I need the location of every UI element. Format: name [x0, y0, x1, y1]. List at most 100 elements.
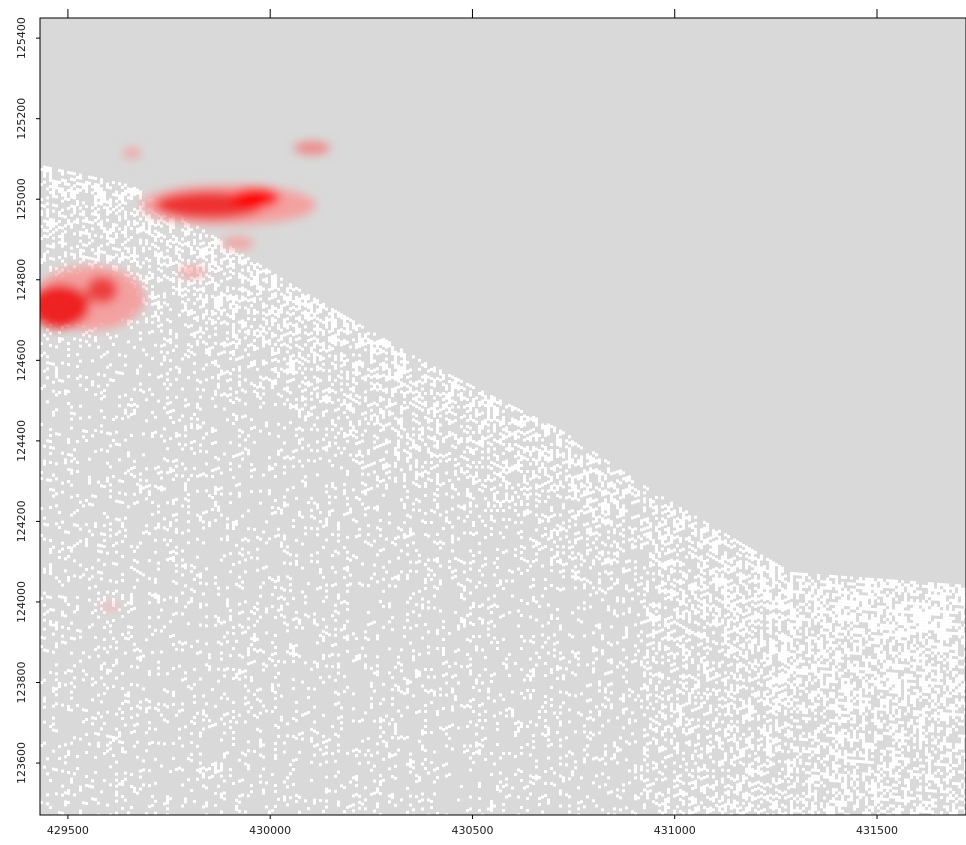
- raster-cell: [223, 791, 226, 794]
- raster-cell: [277, 660, 280, 663]
- raster-cell: [94, 261, 97, 264]
- raster-cell: [55, 492, 58, 495]
- raster-cell: [223, 731, 226, 734]
- raster-cell: [280, 719, 283, 722]
- raster-cell: [346, 473, 349, 476]
- raster-cell: [115, 713, 118, 716]
- raster-cell: [310, 392, 313, 395]
- raster-cell: [160, 330, 163, 333]
- raster-cell: [211, 469, 214, 472]
- raster-cell: [463, 430, 466, 433]
- raster-cell: [493, 520, 496, 523]
- raster-cell: [70, 742, 73, 745]
- raster-cell: [178, 767, 181, 770]
- raster-cell: [55, 432, 58, 435]
- raster-cell: [157, 523, 160, 526]
- raster-cell: [496, 785, 499, 788]
- raster-cell: [190, 753, 193, 756]
- raster-cell: [130, 785, 133, 788]
- raster-cell: [382, 479, 385, 482]
- raster-cell: [178, 368, 181, 371]
- raster-cell: [169, 401, 172, 404]
- raster-cell: [172, 421, 175, 424]
- raster-cell: [292, 678, 295, 681]
- raster-cell: [448, 380, 451, 383]
- raster-cell: [169, 635, 172, 638]
- raster-cell: [379, 444, 382, 447]
- raster-cell: [271, 353, 274, 356]
- raster-cell: [421, 388, 424, 391]
- raster-cell: [430, 407, 433, 410]
- raster-cell: [490, 803, 493, 806]
- raster-cell: [286, 362, 289, 365]
- raster-cell: [280, 329, 283, 332]
- raster-cell: [265, 541, 268, 544]
- raster-cell: [244, 630, 247, 633]
- raster-cell: [46, 772, 49, 775]
- raster-cell: [244, 720, 247, 723]
- raster-cell: [424, 578, 427, 581]
- raster-cell: [109, 579, 112, 582]
- raster-cell: [103, 395, 106, 398]
- raster-cell: [154, 251, 157, 254]
- raster-cell: [235, 397, 238, 400]
- raster-cell: [409, 561, 412, 564]
- raster-cell: [232, 647, 235, 650]
- raster-cell: [271, 659, 274, 662]
- raster-cell: [220, 652, 223, 655]
- raster-cell: [358, 657, 361, 660]
- raster-cell: [49, 806, 52, 809]
- raster-cell: [400, 714, 403, 717]
- raster-cell: [190, 333, 193, 336]
- raster-cell: [343, 339, 346, 342]
- raster-cell: [148, 727, 151, 730]
- raster-cell: [343, 393, 346, 396]
- raster-cell: [388, 371, 391, 374]
- raster-cell: [487, 418, 490, 421]
- raster-cell: [151, 276, 154, 279]
- raster-cell: [445, 745, 448, 748]
- raster-cell: [124, 409, 127, 412]
- raster-cell: [412, 508, 415, 511]
- raster-cell: [469, 700, 472, 703]
- raster-cell: [217, 269, 220, 272]
- raster-cell: [403, 476, 406, 479]
- raster-cell: [235, 334, 238, 337]
- raster-cell: [100, 430, 103, 433]
- raster-cell: [361, 434, 364, 437]
- raster-cell: [487, 400, 490, 403]
- raster-cell: [43, 679, 46, 682]
- raster-cell: [88, 482, 91, 485]
- raster-cell: [409, 402, 412, 405]
- raster-cell: [316, 551, 319, 554]
- raster-cell: [490, 398, 493, 401]
- raster-cell: [112, 256, 115, 259]
- raster-cell: [415, 561, 418, 564]
- raster-cell: [448, 398, 451, 401]
- raster-cell: [376, 373, 379, 376]
- raster-cell: [199, 279, 202, 282]
- raster-cell: [418, 671, 421, 674]
- raster-cell: [274, 403, 277, 406]
- raster-cell: [115, 791, 118, 794]
- raster-cell: [163, 355, 166, 358]
- raster-cell: [127, 505, 130, 508]
- raster-cell: [415, 462, 418, 465]
- raster-cell: [349, 574, 352, 577]
- raster-cell: [319, 676, 322, 679]
- raster-cell: [487, 634, 490, 637]
- raster-cell: [175, 612, 178, 615]
- raster-cell: [73, 559, 76, 562]
- raster-cell: [334, 322, 337, 325]
- raster-cell: [391, 577, 394, 580]
- raster-cell: [472, 623, 475, 626]
- raster-cell: [418, 446, 421, 449]
- raster-cell: [358, 462, 361, 465]
- raster-cell: [343, 363, 346, 366]
- raster-cell: [184, 443, 187, 446]
- raster-cell: [55, 702, 58, 705]
- raster-cell: [136, 714, 139, 717]
- raster-cell: [364, 429, 367, 432]
- raster-cell: [337, 771, 340, 774]
- raster-cell: [412, 655, 415, 658]
